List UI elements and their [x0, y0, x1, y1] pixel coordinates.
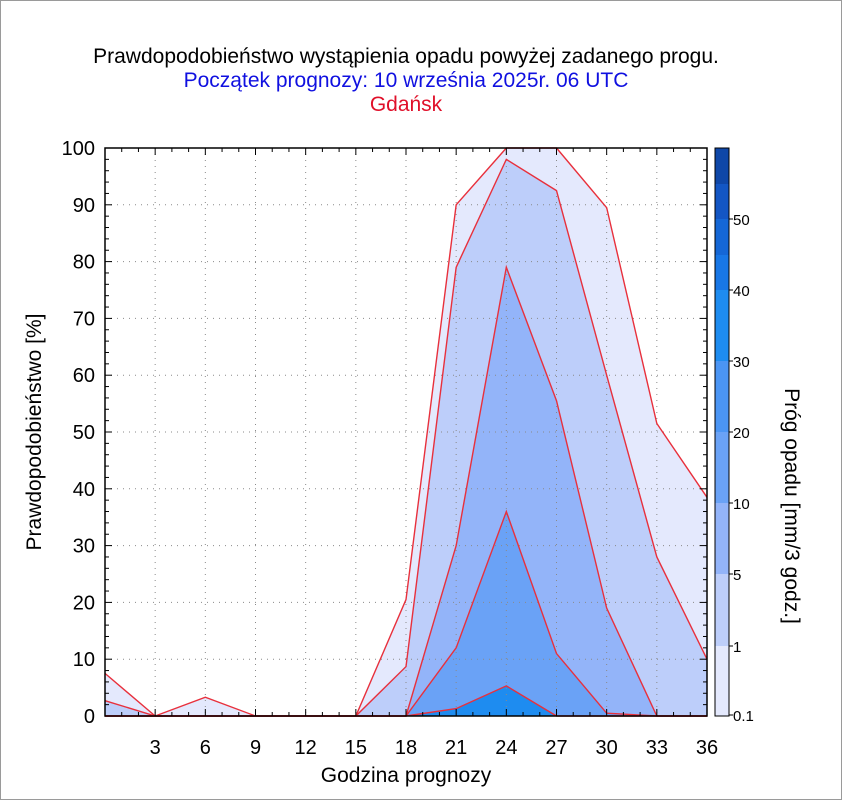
colorbar-tick-label: 5 [733, 567, 741, 584]
y-tick-label: 50 [73, 422, 95, 444]
x-tick-label: 18 [395, 737, 417, 759]
x-tick-label: 12 [295, 737, 317, 759]
y-tick-label: 100 [62, 138, 95, 160]
y-tick-label: 20 [73, 592, 95, 614]
colorbar-segment [715, 646, 729, 716]
x-tick-label: 33 [646, 737, 668, 759]
colorbar-tick-label: 0.1 [733, 708, 754, 725]
y-tick-label: 60 [73, 365, 95, 387]
chart-location: Gdańsk [370, 93, 443, 116]
colorbar-segment [715, 148, 729, 184]
y-axis-label: Prawdopodobieństwo [%] [23, 314, 46, 551]
y-tick-label: 30 [73, 536, 95, 558]
x-tick-label: 24 [495, 737, 517, 759]
y-tick-label: 80 [73, 252, 95, 274]
y-tick-label: 40 [73, 479, 95, 501]
colorbar-segment [715, 255, 729, 290]
series-line-0.1 [104, 147, 708, 717]
colorbar-segment [715, 503, 729, 574]
x-tick-label: 21 [445, 737, 467, 759]
y-tick-label: 10 [73, 649, 95, 671]
area-threshold-5 [105, 267, 707, 716]
colorbar: 0.1 1 5 10 20 30 40 50 [714, 147, 754, 725]
colorbar-tick-label: 50 [733, 212, 750, 229]
x-tick-label: 30 [596, 737, 618, 759]
colorbar-tick-label: 30 [733, 354, 750, 371]
x-axis-label: Godzina prognozy [321, 764, 492, 787]
colorbar-tick-label: 40 [733, 283, 750, 300]
colorbar-segment [715, 361, 729, 432]
x-tick-label: 15 [345, 737, 367, 759]
y-tick-label: 0 [84, 706, 95, 728]
tick-marks: 3 6 9 12 15 18 21 24 27 30 33 360102030405060708090… [62, 138, 719, 759]
y-tick-label: 70 [73, 308, 95, 330]
x-tick-label: 27 [545, 737, 567, 759]
grid-lines [104, 148, 708, 716]
x-tick-label: 9 [250, 737, 261, 759]
colorbar-tick-label: 1 [733, 639, 741, 656]
colorbar-tick-label: 20 [733, 425, 750, 442]
chart-title: Prawdopodobieństwo wystąpienia opadu pow… [93, 45, 719, 68]
x-tick-label: 3 [150, 737, 161, 759]
colorbar-segment [715, 432, 729, 503]
colorbar-segment [715, 184, 729, 219]
colorbar-tick-label: 10 [733, 496, 750, 513]
x-tick-label: 6 [200, 737, 211, 759]
colorbar-segment [715, 574, 729, 646]
colorbar-label: Próg opadu [mm/3 godz.] [780, 388, 803, 624]
colorbar-segment [715, 219, 729, 255]
chart-subtitle: Początek prognozy: 10 września 2025r. 06… [184, 69, 629, 92]
x-tick-label: 36 [696, 737, 718, 759]
colorbar-segment [715, 290, 729, 361]
y-tick-label: 90 [73, 195, 95, 217]
